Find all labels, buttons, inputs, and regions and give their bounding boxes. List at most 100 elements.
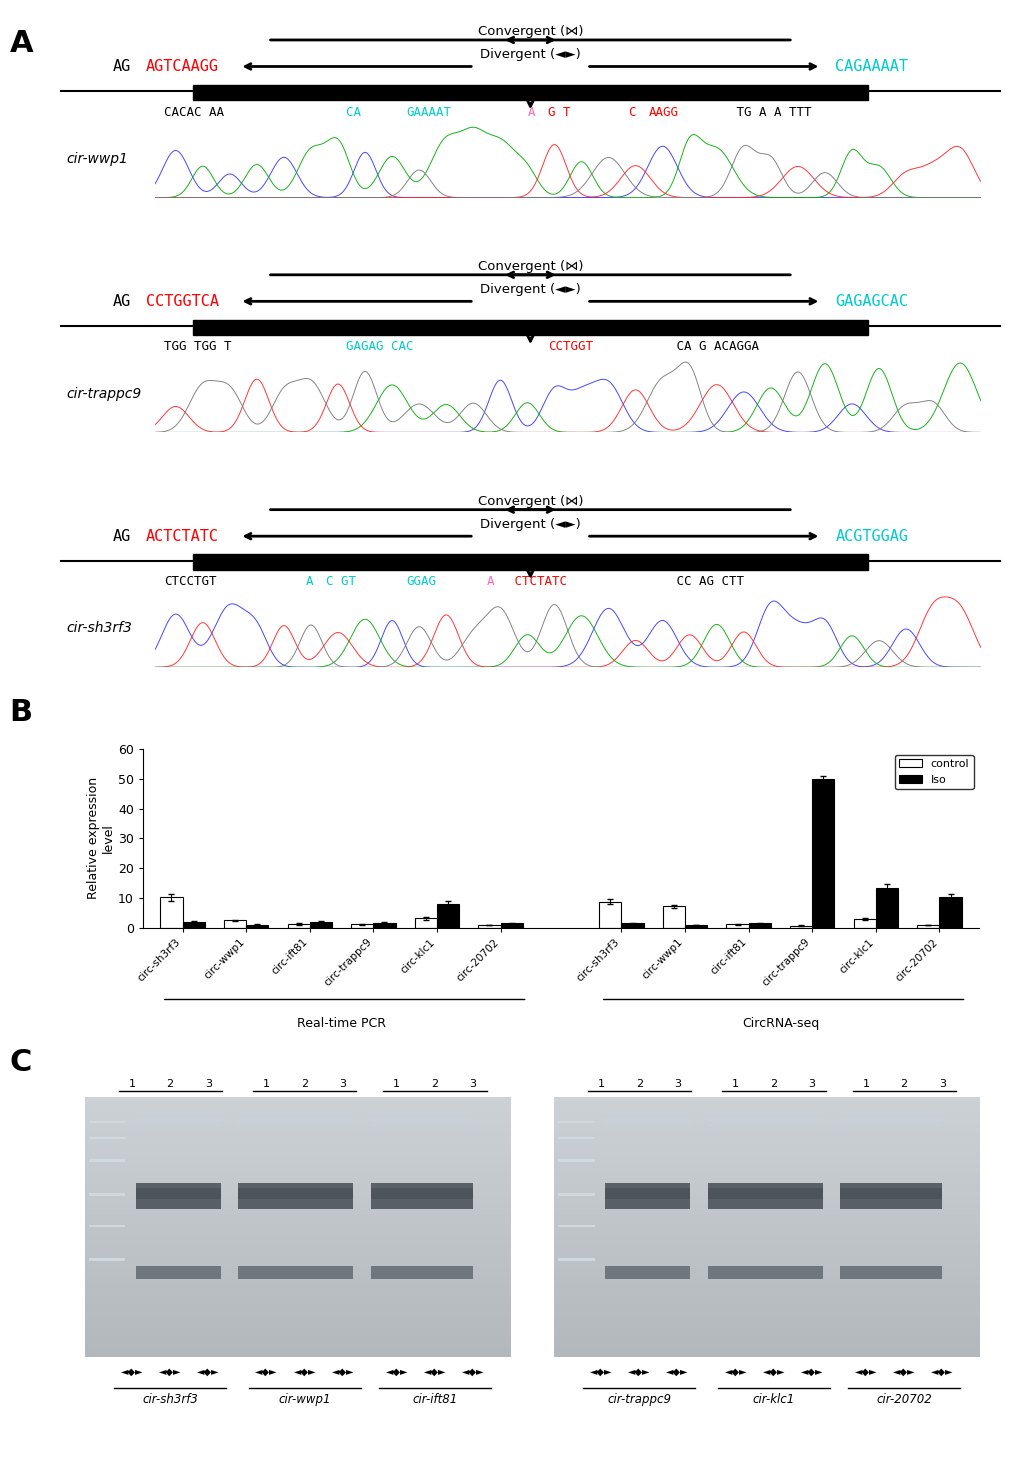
- Text: 3: 3: [808, 1079, 815, 1089]
- Bar: [938, 897, 961, 928]
- Bar: [351, 925, 373, 928]
- Bar: [789, 925, 811, 928]
- Text: ◄◆►: ◄◆►: [197, 1367, 219, 1377]
- Text: 3: 3: [205, 1079, 212, 1089]
- Text: ◄◆►: ◄◆►: [665, 1367, 688, 1377]
- Text: GGAG: GGAG: [407, 575, 436, 589]
- Text: CA G ACAGGA: CA G ACAGGA: [668, 341, 758, 354]
- Text: ◄◆►: ◄◆►: [423, 1367, 445, 1377]
- Bar: [160, 897, 182, 928]
- Text: ◄◆►: ◄◆►: [762, 1367, 785, 1377]
- Text: C: C: [9, 1048, 32, 1076]
- Bar: [685, 925, 706, 928]
- Text: CTCTATC: CTCTATC: [506, 575, 567, 589]
- Text: A: A: [487, 575, 494, 589]
- Text: AAGG: AAGG: [648, 106, 678, 119]
- Text: Convergent (⋈): Convergent (⋈): [477, 495, 583, 508]
- Text: 1: 1: [732, 1079, 739, 1089]
- Text: AG: AG: [113, 528, 130, 543]
- Text: cir-ift81: cir-ift81: [412, 1393, 458, 1406]
- Text: Divergent (◄►): Divergent (◄►): [480, 48, 580, 62]
- Text: 1: 1: [128, 1079, 136, 1089]
- Text: B: B: [9, 699, 33, 728]
- Bar: [310, 922, 332, 928]
- Bar: [415, 919, 436, 928]
- Bar: [224, 920, 246, 928]
- Text: cir-trappc9: cir-trappc9: [66, 386, 141, 401]
- Text: ◄◆►: ◄◆►: [628, 1367, 650, 1377]
- Bar: [373, 922, 395, 928]
- Text: ◄◆►: ◄◆►: [120, 1367, 143, 1377]
- Text: 2: 2: [431, 1079, 438, 1089]
- Text: CC AG CTT: CC AG CTT: [668, 575, 743, 589]
- Text: A: A: [306, 575, 313, 589]
- Bar: [811, 780, 834, 928]
- Text: ◄◆►: ◄◆►: [589, 1367, 611, 1377]
- Text: cir-wwp1: cir-wwp1: [278, 1393, 331, 1406]
- Text: CACAC AA: CACAC AA: [164, 106, 231, 119]
- Text: ◄◆►: ◄◆►: [385, 1367, 408, 1377]
- Text: 3: 3: [339, 1079, 346, 1089]
- Text: cir-sh3rf3: cir-sh3rf3: [142, 1393, 198, 1406]
- Bar: [287, 923, 310, 928]
- Bar: [436, 904, 459, 928]
- Text: AGTCAAGG: AGTCAAGG: [146, 59, 218, 73]
- Text: ◄◆►: ◄◆►: [800, 1367, 822, 1377]
- Text: ◄◆►: ◄◆►: [723, 1367, 746, 1377]
- Text: 1: 1: [597, 1079, 604, 1089]
- Text: ACGTGGAG: ACGTGGAG: [835, 528, 908, 543]
- Text: cir-wwp1: cir-wwp1: [66, 151, 127, 166]
- Bar: [193, 320, 867, 335]
- Bar: [193, 555, 867, 570]
- Text: CCTGGTCA: CCTGGTCA: [146, 294, 218, 308]
- Text: CA: CA: [345, 106, 368, 119]
- Text: ◄◆►: ◄◆►: [892, 1367, 914, 1377]
- Bar: [726, 925, 748, 928]
- Bar: [875, 888, 897, 928]
- Text: Convergent (⋈): Convergent (⋈): [477, 260, 583, 273]
- Bar: [748, 923, 770, 928]
- Text: ◄◆►: ◄◆►: [255, 1367, 277, 1377]
- Text: ◄◆►: ◄◆►: [854, 1367, 876, 1377]
- Bar: [478, 925, 500, 928]
- Text: ACTCTATC: ACTCTATC: [146, 528, 218, 543]
- Text: Divergent (◄►): Divergent (◄►): [480, 283, 580, 297]
- Text: ◄◆►: ◄◆►: [331, 1367, 354, 1377]
- Text: cir-klc1: cir-klc1: [752, 1393, 795, 1406]
- Text: C GT: C GT: [325, 575, 356, 589]
- Text: AG: AG: [113, 59, 130, 73]
- Text: A: A: [9, 29, 34, 59]
- Text: ◄◆►: ◄◆►: [159, 1367, 181, 1377]
- Text: GAGAGCAC: GAGAGCAC: [835, 294, 908, 308]
- Text: Convergent (⋈): Convergent (⋈): [477, 25, 583, 38]
- Bar: [853, 919, 875, 928]
- Bar: [500, 923, 523, 928]
- Text: Divergent (◄►): Divergent (◄►): [480, 518, 580, 531]
- Text: ◄◆►: ◄◆►: [930, 1367, 953, 1377]
- Text: GAAAAT: GAAAAT: [407, 106, 451, 119]
- Text: 2: 2: [769, 1079, 776, 1089]
- Bar: [193, 85, 867, 100]
- Text: 2: 2: [635, 1079, 642, 1089]
- Text: TGG TGG T: TGG TGG T: [164, 341, 231, 354]
- Bar: [182, 922, 205, 928]
- Text: CTCCTGT: CTCCTGT: [164, 575, 217, 589]
- Bar: [916, 925, 938, 928]
- Text: 3: 3: [469, 1079, 476, 1089]
- Text: 2: 2: [166, 1079, 173, 1089]
- Text: 1: 1: [263, 1079, 270, 1089]
- Text: TG A A TTT: TG A A TTT: [729, 106, 811, 119]
- Text: 2: 2: [900, 1079, 907, 1089]
- Bar: [598, 901, 621, 928]
- Text: cir-trappc9: cir-trappc9: [606, 1393, 671, 1406]
- Text: C: C: [628, 106, 635, 119]
- Text: ◄◆►: ◄◆►: [462, 1367, 484, 1377]
- Text: 3: 3: [674, 1079, 681, 1089]
- Text: CircRNA-seq: CircRNA-seq: [741, 1017, 818, 1031]
- Bar: [246, 925, 268, 928]
- Legend: control, Iso: control, Iso: [894, 755, 973, 788]
- Text: cir-sh3rf3: cir-sh3rf3: [66, 621, 131, 636]
- Text: 1: 1: [862, 1079, 868, 1089]
- Text: 3: 3: [937, 1079, 945, 1089]
- Bar: [621, 923, 643, 928]
